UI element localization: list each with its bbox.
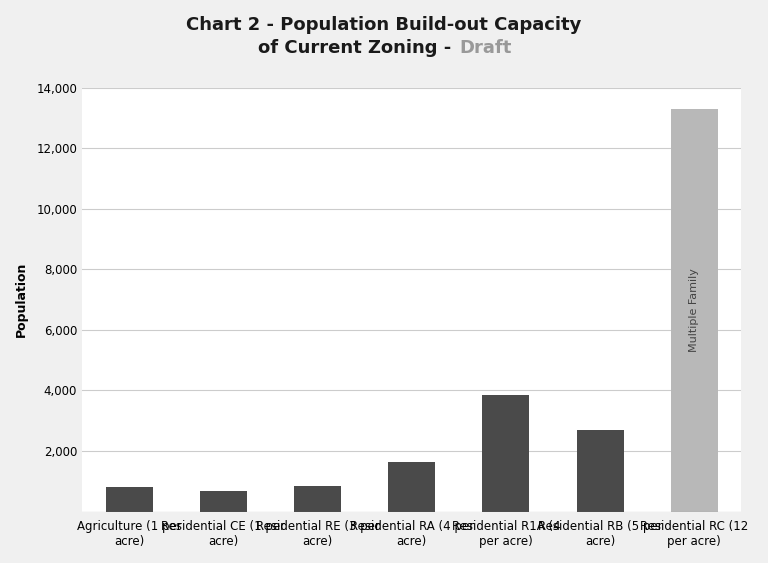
Bar: [106, 488, 153, 512]
Y-axis label: Population: Population: [15, 262, 28, 337]
Text: Chart 2 - Population Build-out Capacity: Chart 2 - Population Build-out Capacity: [187, 16, 581, 34]
Text: Multiple Family: Multiple Family: [690, 269, 700, 352]
Text: of Current Zoning -: of Current Zoning -: [258, 39, 458, 57]
Bar: [294, 486, 341, 512]
Bar: [577, 431, 624, 512]
Text: of Current Zoning - Draft: of Current Zoning - Draft: [258, 39, 510, 57]
Bar: [388, 462, 435, 512]
Text: Draft: Draft: [459, 39, 512, 57]
Bar: [200, 491, 247, 512]
Bar: [670, 109, 718, 512]
Bar: [482, 395, 529, 512]
